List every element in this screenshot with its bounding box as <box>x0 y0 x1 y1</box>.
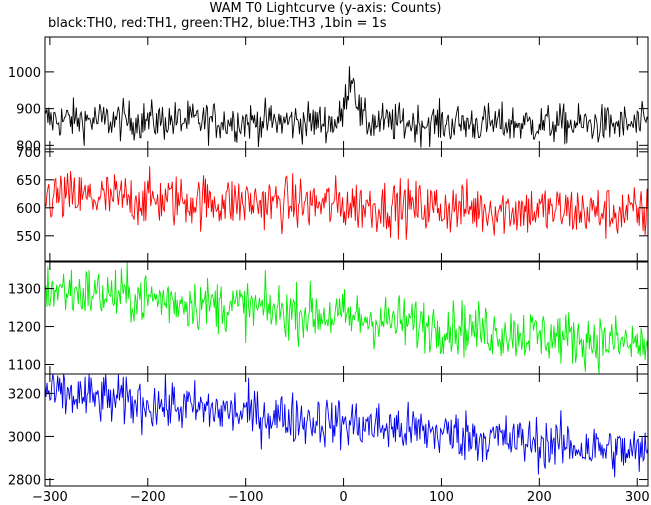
y-tick-label-TH1: 700 <box>16 146 41 161</box>
y-tick-label-TH2: 1100 <box>8 359 41 374</box>
y-tick-label-TH3: 3200 <box>8 387 41 402</box>
series-line-TH3 <box>44 373 649 478</box>
x-tick-label: 200 <box>527 490 552 505</box>
x-tick-label: 0 <box>339 490 347 505</box>
chart-title: WAM T0 Lightcurve (y-axis: Counts) <box>209 1 442 16</box>
x-tick-label: −100 <box>228 490 264 505</box>
y-tick-label-TH3: 3000 <box>8 430 41 445</box>
x-tick-label: −200 <box>130 490 166 505</box>
x-tick-label: 300 <box>625 490 650 505</box>
y-tick-label-TH0: 800 <box>16 139 41 154</box>
y-tick-label-TH1: 550 <box>16 230 41 245</box>
x-tick-label: −300 <box>32 490 68 505</box>
y-tick-label-TH1: 650 <box>16 174 41 189</box>
panel-frame-TH1 <box>44 148 649 262</box>
panel-frame-TH3 <box>44 373 649 487</box>
y-tick-label-TH2: 1200 <box>8 321 41 336</box>
y-tick-label-TH2: 1300 <box>8 283 41 298</box>
y-tick-label-TH0: 1000 <box>8 66 41 81</box>
chart-subtitle: black:TH0, red:TH1, green:TH2, blue:TH3 … <box>48 16 387 31</box>
series-line-TH2 <box>44 261 649 375</box>
y-tick-label-TH1: 600 <box>16 202 41 217</box>
x-tick-label: 100 <box>429 490 454 505</box>
y-tick-label-TH0: 900 <box>16 103 41 118</box>
y-tick-label-TH3: 2800 <box>8 474 41 489</box>
series-line-TH0 <box>44 66 649 148</box>
series-line-TH1 <box>44 166 649 240</box>
